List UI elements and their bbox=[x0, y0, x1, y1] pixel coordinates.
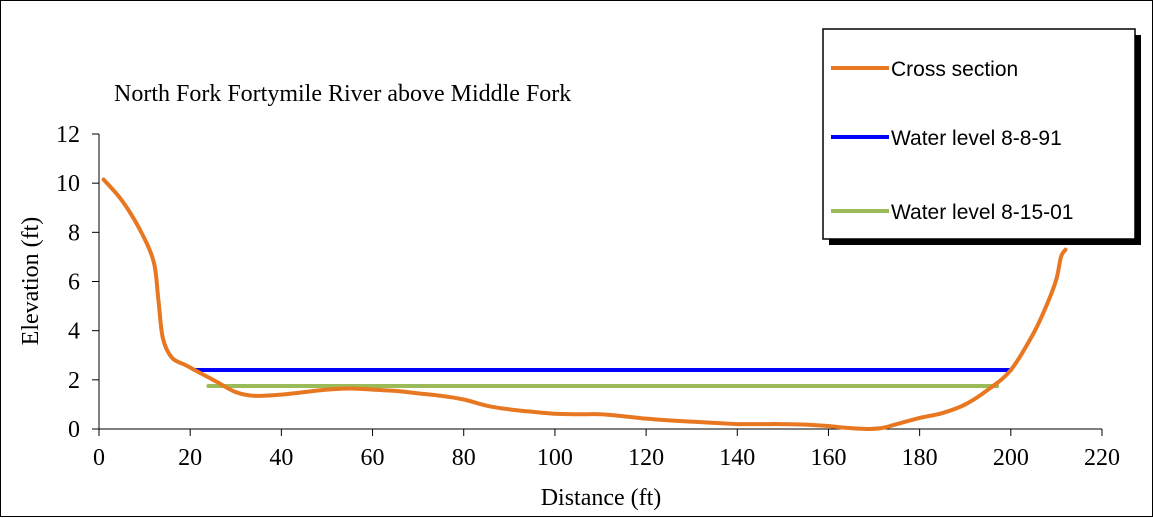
series-group bbox=[101, 177, 1068, 432]
y-tick-label: 12 bbox=[56, 122, 80, 148]
legend-label-water-level-8-8-91: Water level 8-8-91 bbox=[891, 127, 1062, 150]
legend-label-water-level-8-15-01: Water level 8-15-01 bbox=[891, 201, 1073, 224]
x-tick-label: 180 bbox=[902, 445, 938, 471]
x-tick-label: 200 bbox=[993, 445, 1029, 471]
legend: Cross section Water level 8-8-91 Water l… bbox=[822, 28, 1141, 245]
x-axis-ticks: 0 20 40 60 80 100 120 140 160 180 200 220 bbox=[93, 429, 1120, 471]
chart-title: North Fork Fortymile River above Middle … bbox=[114, 81, 571, 107]
y-tick-label: 4 bbox=[68, 319, 80, 345]
x-axis-label: Distance (ft) bbox=[541, 485, 662, 511]
legend-box bbox=[822, 28, 1136, 240]
x-tick-label: 140 bbox=[719, 445, 755, 471]
y-tick-label: 2 bbox=[68, 368, 80, 394]
y-tick-label: 8 bbox=[68, 220, 80, 246]
x-tick-label: 0 bbox=[93, 445, 105, 471]
x-tick-label: 20 bbox=[178, 445, 202, 471]
x-tick-label: 100 bbox=[537, 445, 573, 471]
x-tick-label: 80 bbox=[452, 445, 476, 471]
y-tick-label: 6 bbox=[68, 270, 80, 296]
y-tick-label: 10 bbox=[56, 171, 80, 197]
x-tick-label: 160 bbox=[810, 445, 846, 471]
legend-label-cross-section: Cross section bbox=[891, 58, 1018, 81]
y-axis-ticks: 0 2 4 6 8 10 12 bbox=[56, 122, 99, 443]
series-line-cross-section bbox=[101, 177, 1068, 432]
y-tick-label: 0 bbox=[68, 417, 80, 443]
x-tick-label: 120 bbox=[628, 445, 664, 471]
x-tick-label: 40 bbox=[269, 445, 293, 471]
x-tick-label: 220 bbox=[1084, 445, 1120, 471]
x-tick-label: 60 bbox=[361, 445, 385, 471]
y-axis-label: Elevation (ft) bbox=[18, 217, 44, 346]
